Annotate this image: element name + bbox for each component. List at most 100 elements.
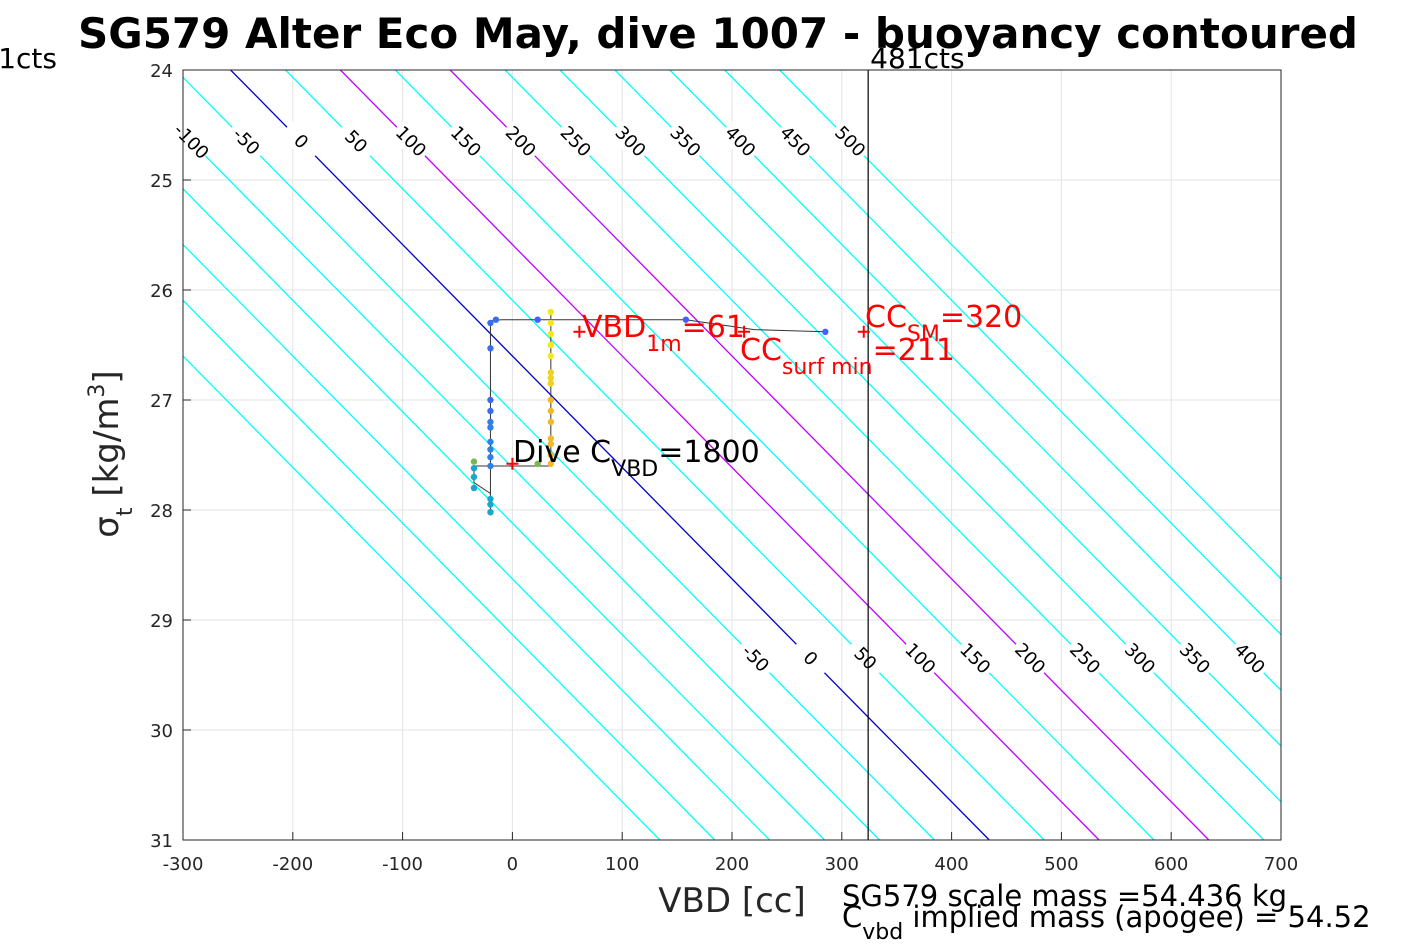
cross-marker [573, 325, 586, 338]
data-point [487, 446, 494, 453]
data-point [547, 374, 555, 382]
vbd-limit-label: 1cts [0, 42, 57, 75]
data-point [547, 308, 555, 316]
dive-cvbd-main: Dive C [513, 435, 611, 470]
x-tick-label: -100 [382, 854, 423, 875]
y-tick-label: 31 [150, 831, 173, 852]
data-point [547, 380, 555, 387]
contour-label-bg [788, 636, 833, 681]
y-tick-label: 24 [150, 61, 173, 82]
implied-mass-sub: vbd [862, 920, 903, 945]
data-points [470, 308, 829, 516]
data-point [547, 369, 555, 376]
x-tick-label: 400 [934, 854, 968, 875]
y-axis-label: σt [kg/m3] [85, 370, 138, 537]
vbd-1m-sub: 1m [646, 332, 681, 357]
x-tick-label: -300 [163, 854, 204, 875]
contour-line [559, 70, 1281, 803]
y-tick-label: 25 [150, 171, 173, 192]
x-tick-label: 500 [1044, 854, 1078, 875]
implied-mass-rest: implied mass (apogee) = 54.52 [903, 900, 1370, 934]
data-point [470, 458, 478, 465]
contour-lines [183, 70, 1281, 840]
contour-label-bg [169, 119, 214, 164]
contour-line [504, 70, 1265, 840]
chart-title: SG579 Alter Eco May, dive 1007 - buoyanc… [78, 9, 1358, 58]
contour-label-bg [843, 636, 888, 681]
contour-line [183, 355, 661, 840]
contour-label-bg [718, 119, 763, 164]
data-point [487, 396, 494, 404]
data-point [487, 418, 494, 426]
y-axis-label-sigma: σ [87, 516, 127, 538]
contour-label-bg [279, 119, 323, 164]
data-point [470, 484, 478, 492]
contour-line [339, 70, 1100, 840]
contour-label-bg [898, 636, 943, 681]
contour-line [724, 70, 1281, 636]
x-tick-label: 700 [1264, 854, 1298, 875]
cc-sm-value: =320 [940, 300, 1022, 335]
y-axis-label-sub: t [113, 507, 138, 516]
data-point [547, 407, 555, 415]
data-point [487, 424, 494, 431]
markers [506, 325, 870, 470]
grid [182, 69, 1282, 841]
contour-label-bg [1008, 636, 1052, 681]
y-tick-label: 26 [150, 281, 173, 302]
dive-track-line [473, 312, 826, 516]
contour-label-bg [553, 119, 598, 164]
contour-line [183, 299, 716, 840]
contour-line [183, 76, 935, 840]
data-point [470, 473, 478, 481]
contour-line [449, 70, 1210, 840]
data-point [547, 330, 555, 338]
y-axis-label-unit: [kg/m [87, 398, 127, 508]
x-tick-label: 600 [1154, 854, 1188, 875]
data-point [487, 319, 494, 327]
x-tick-label: 300 [825, 854, 859, 875]
cc-surf-min-annotation: CCsurf min=211 [740, 333, 955, 380]
x-tick-label: 0 [507, 854, 518, 875]
cross-marker [738, 325, 751, 338]
data-point [487, 495, 494, 503]
data-point [487, 501, 494, 508]
contour-line [183, 243, 771, 840]
implied-mass-main: C [842, 900, 862, 934]
data-point [487, 438, 494, 445]
data-point [547, 352, 555, 360]
contour-label-bg [334, 119, 378, 164]
y-tick-labels: 24 25 26 27 28 29 30 31 [150, 61, 173, 852]
x-tick-label: 200 [715, 854, 749, 875]
contour-label-bg [733, 636, 778, 681]
contour-line [230, 70, 990, 840]
contour-label-bg [773, 119, 818, 164]
contour-label-bg [389, 119, 433, 164]
x-axis-label: VBD [cc] [658, 881, 806, 921]
cc-sm-sub: SM [907, 322, 940, 347]
contour-label-bg [224, 119, 269, 164]
data-point [547, 451, 555, 459]
contour-label-bg [443, 119, 488, 164]
contour-label-bg [1227, 636, 1272, 681]
contour-line [394, 70, 1155, 840]
data-point [547, 396, 555, 404]
y-tick-label: 29 [150, 611, 173, 632]
vbd-1m-main: VBD [582, 310, 646, 345]
contour-line [183, 132, 880, 840]
data-point [547, 319, 555, 327]
x-tick-label: 100 [605, 854, 639, 875]
data-point [487, 509, 494, 516]
vbd-1m-annotation: VBD1m=61 [582, 310, 745, 357]
data-point [492, 316, 500, 323]
data-point [534, 460, 541, 467]
plot-frame [182, 69, 1282, 841]
data-point [822, 328, 829, 335]
dive-track [473, 312, 826, 516]
data-point [470, 465, 478, 472]
data-point [547, 440, 555, 448]
contour-line [779, 70, 1281, 580]
y-axis-label-sup: 3 [85, 384, 110, 398]
vbd-1m-value: =61 [682, 310, 745, 345]
